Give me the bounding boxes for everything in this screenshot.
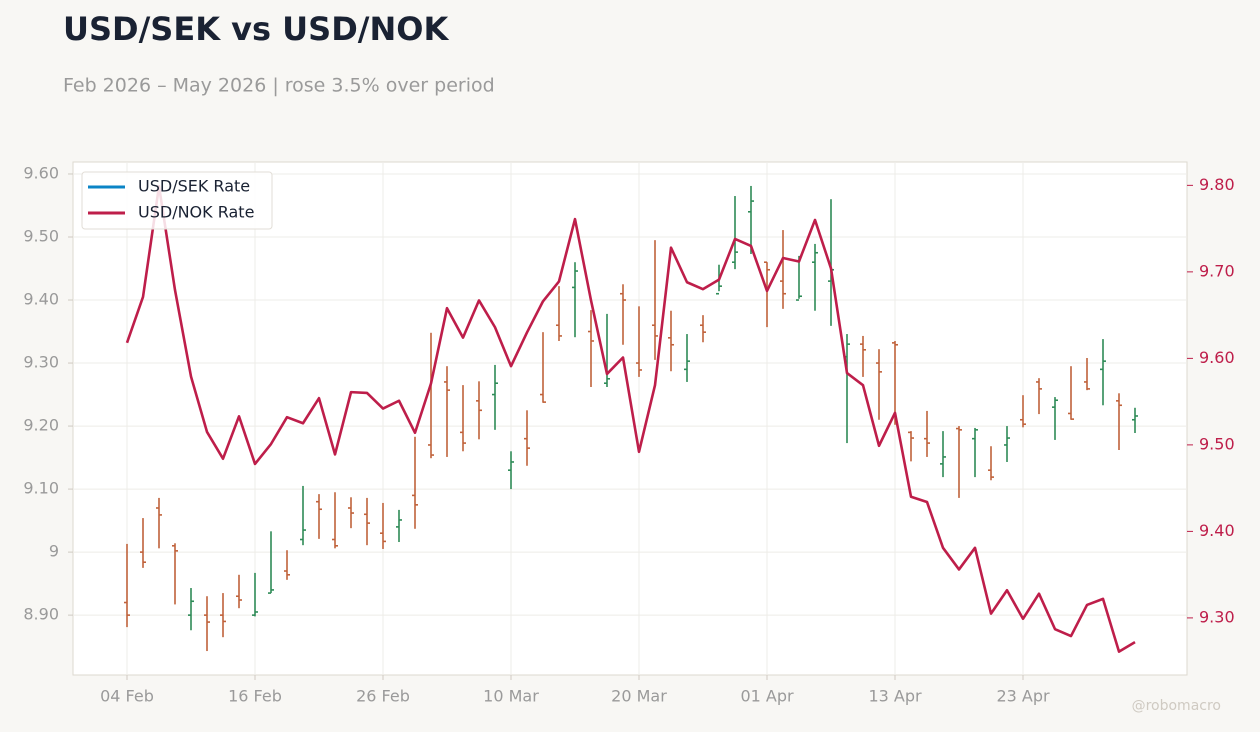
legend-label: USD/NOK Rate <box>138 203 254 222</box>
chart-subtitle: Feb 2026 – May 2026 | rose 3.5% over per… <box>63 75 495 97</box>
y2-tick-label: 9.80 <box>1199 175 1235 194</box>
y2-tick-label: 9.60 <box>1199 348 1235 367</box>
x-tick-label: 01 Apr <box>740 687 794 706</box>
series-line <box>125 184 1136 653</box>
x-tick-label: 26 Feb <box>356 687 410 706</box>
y2-tick-label: 9.50 <box>1199 434 1235 453</box>
x-tick-label: 23 Apr <box>996 687 1050 706</box>
y2-tick-label: 9.30 <box>1199 607 1235 626</box>
y-tick-label: 8.90 <box>23 605 59 624</box>
legend-label: USD/SEK Rate <box>138 177 250 196</box>
plot-area <box>72 161 1188 676</box>
x-tick-label: 16 Feb <box>228 687 282 706</box>
y-tick-label: 9.10 <box>23 479 59 498</box>
legend-box <box>81 171 273 230</box>
y-tick-label: 9.30 <box>23 353 59 372</box>
y-tick-label: 9.60 <box>23 163 59 182</box>
y-tick-label: 9.20 <box>23 416 59 435</box>
watermark: @robomacro <box>1132 698 1221 714</box>
y2-tick-label: 9.40 <box>1199 521 1235 540</box>
y-tick-label: 9 <box>49 542 59 561</box>
x-tick-label: 10 Mar <box>483 687 539 706</box>
y2-tick-label: 9.70 <box>1199 261 1235 280</box>
x-tick-label: 04 Feb <box>100 687 154 706</box>
x-tick-label: 20 Mar <box>611 687 667 706</box>
y-tick-label: 9.40 <box>23 290 59 309</box>
chart-title: USD/SEK vs USD/NOK <box>63 10 449 48</box>
y-tick-label: 9.50 <box>23 226 59 245</box>
x-tick-label: 13 Apr <box>868 687 922 706</box>
